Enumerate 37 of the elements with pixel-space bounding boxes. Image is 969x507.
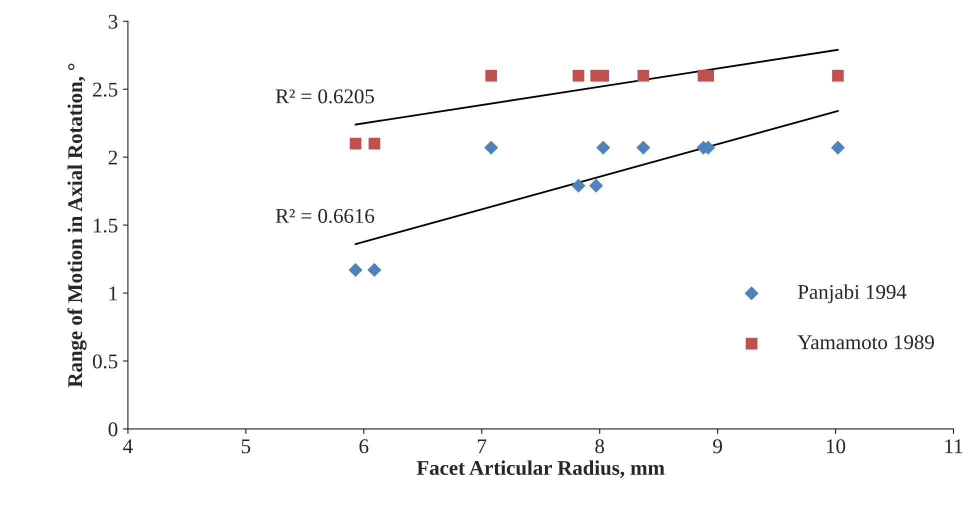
x-axis-title: Facet Articular Radius, mm bbox=[416, 460, 665, 478]
annotation: R² = 0.6205 bbox=[276, 89, 374, 104]
point bbox=[638, 70, 650, 82]
annotation: R² = 0.6616 bbox=[276, 208, 374, 224]
point bbox=[572, 178, 586, 193]
legend-label: Yamamoto 1989 bbox=[798, 335, 934, 350]
x-tick-label: 4 bbox=[123, 439, 133, 454]
point bbox=[350, 138, 362, 150]
x-tick-label: 6 bbox=[359, 439, 368, 454]
x-tick-label: 9 bbox=[713, 439, 722, 454]
y-tick-label: 2.5 bbox=[93, 82, 118, 97]
y-tick-label: 0 bbox=[108, 422, 118, 436]
point bbox=[589, 178, 604, 193]
point bbox=[702, 70, 714, 82]
y-tick-label: 2 bbox=[108, 150, 118, 164]
legend-label: Panjabi 1994 bbox=[798, 284, 906, 304]
point bbox=[485, 70, 497, 82]
x-tick-label: 8 bbox=[595, 439, 604, 454]
point bbox=[367, 263, 382, 277]
point bbox=[636, 140, 650, 155]
point bbox=[572, 70, 584, 82]
point bbox=[597, 70, 610, 82]
x-tick-label: 10 bbox=[826, 439, 846, 454]
point bbox=[832, 70, 844, 82]
point bbox=[484, 140, 498, 155]
point bbox=[830, 140, 845, 155]
point bbox=[368, 138, 380, 150]
x-tick-label: 7 bbox=[478, 439, 486, 454]
x-tick-label: 5 bbox=[242, 439, 250, 454]
y-tick-label: 1.5 bbox=[94, 218, 118, 233]
point bbox=[596, 140, 610, 155]
y-tick-label: 0.5 bbox=[92, 354, 118, 369]
y-axis-title: Range of Motion in Axial Rotation, ° bbox=[67, 64, 87, 388]
y-tick-label: 1 bbox=[110, 286, 117, 300]
point bbox=[348, 263, 362, 277]
y-tick-label: 3 bbox=[108, 14, 118, 29]
x-tick-label: 11 bbox=[945, 439, 962, 454]
